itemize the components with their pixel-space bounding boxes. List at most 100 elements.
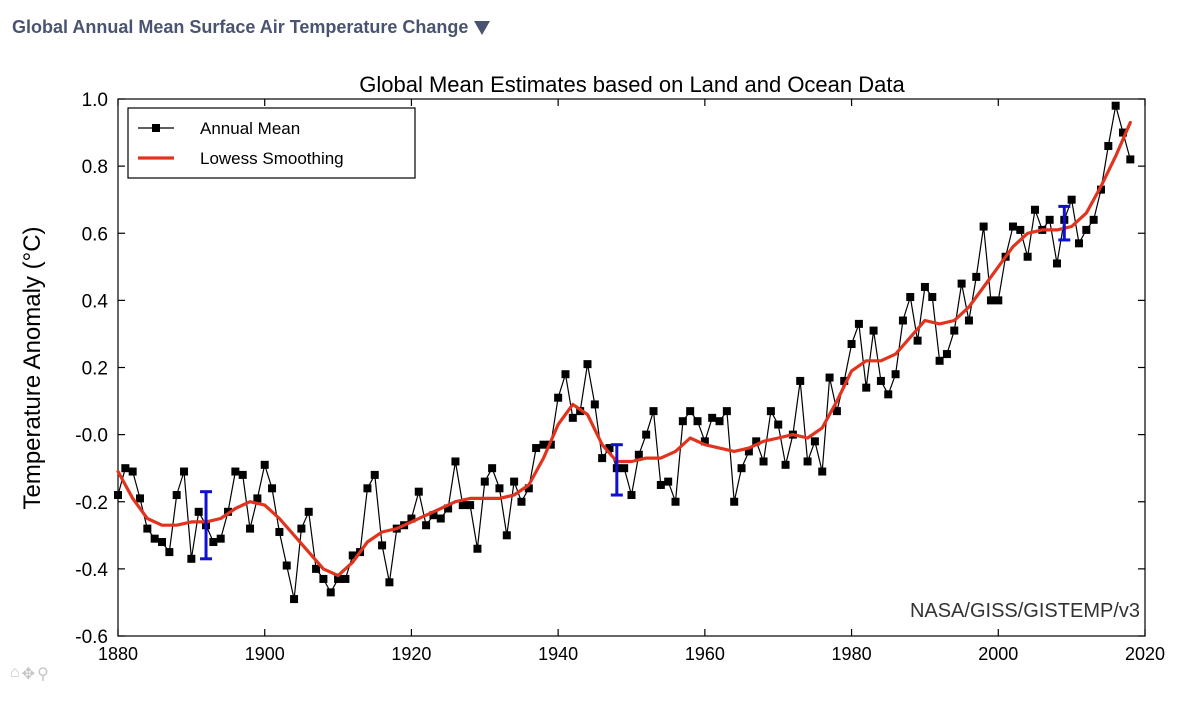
x-tick-label: 1880 xyxy=(98,644,138,664)
annual-mean-point xyxy=(1052,259,1061,268)
dropdown-triangle-icon[interactable] xyxy=(474,20,491,35)
annual-mean-point xyxy=(590,400,599,409)
annual-mean-point xyxy=(1030,205,1039,214)
pan-icon[interactable]: ✥ xyxy=(21,666,36,683)
annual-mean-point xyxy=(532,444,541,453)
annual-mean-point xyxy=(656,480,665,489)
legend-annual-label: Annual Mean xyxy=(200,119,300,138)
annual-mean-point xyxy=(730,497,739,506)
annual-mean-point xyxy=(378,541,387,550)
legend: Annual Mean Lowess Smoothing xyxy=(127,107,416,179)
annual-mean-point xyxy=(246,524,255,533)
plot-frame xyxy=(117,98,1146,637)
annual-mean-point xyxy=(444,504,453,513)
y-tick-label: 0.2 xyxy=(82,359,108,380)
annual-mean-point xyxy=(898,316,907,325)
annual-mean-point xyxy=(598,454,607,463)
annual-mean-line xyxy=(117,105,1131,600)
annual-mean-point xyxy=(832,407,841,416)
annual-mean-point xyxy=(121,464,130,473)
annual-mean-point xyxy=(539,440,548,449)
annual-mean-point xyxy=(876,376,885,385)
annual-mean-point xyxy=(1089,215,1098,224)
annual-mean-point xyxy=(979,222,988,231)
annual-mean-point xyxy=(194,507,203,516)
annual-mean-point xyxy=(370,470,379,479)
x-tick-label: 1920 xyxy=(391,644,431,664)
annual-mean-point xyxy=(781,460,790,469)
x-tick-label: 2000 xyxy=(978,644,1018,664)
home-icon[interactable]: ⌂ xyxy=(10,664,20,681)
legend-annual-marker xyxy=(152,124,160,132)
annual-mean-point xyxy=(238,470,247,479)
annual-mean-point xyxy=(488,464,497,473)
source-annotation: NASA/GISS/GISTEMP/v3 xyxy=(910,600,1140,622)
annual-mean-point xyxy=(334,574,343,583)
annual-mean-point xyxy=(810,437,819,446)
annual-mean-point xyxy=(282,561,291,570)
annual-mean-point xyxy=(1023,252,1032,261)
annual-mean-point xyxy=(143,524,152,533)
annual-mean-point xyxy=(686,407,695,416)
y-tick-label: 0.6 xyxy=(82,224,108,245)
annual-mean-point xyxy=(363,484,372,493)
annual-mean-point xyxy=(436,514,445,523)
x-tick-label: 2020 xyxy=(1125,644,1165,664)
annual-mean-point xyxy=(1104,141,1113,150)
error-bar xyxy=(610,443,623,497)
annual-mean-point xyxy=(825,373,834,382)
annual-mean-point xyxy=(517,497,526,506)
annual-mean-point xyxy=(964,316,973,325)
annual-mean-point xyxy=(348,551,357,560)
chart-selector[interactable]: Global Annual Mean Surface Air Temperatu… xyxy=(12,17,491,38)
annual-mean-point xyxy=(458,501,467,510)
annual-mean-point xyxy=(884,390,893,399)
annual-mean-point xyxy=(986,296,995,305)
y-tick-label: 0.8 xyxy=(82,157,108,178)
annual-mean-point xyxy=(1082,225,1091,234)
plot-toolbar: ⌂ ✥ ⚲ xyxy=(10,664,49,684)
annual-mean-point xyxy=(1067,195,1076,204)
annual-mean-point xyxy=(803,457,812,466)
annual-mean-point xyxy=(957,279,966,288)
legend-box xyxy=(127,107,416,179)
annual-mean-point xyxy=(304,507,313,516)
annual-mean-point xyxy=(906,293,915,302)
zoom-icon[interactable]: ⚲ xyxy=(37,666,49,683)
x-tick-label: 1980 xyxy=(832,644,872,664)
annual-mean-point xyxy=(290,595,299,604)
axis-ticks: 1880 1900 1920 1940 1960 1980 2000 2020 -0.6 -0.4… xyxy=(75,90,1165,664)
annual-mean-point xyxy=(818,467,827,476)
x-tick-label: 1940 xyxy=(538,644,578,664)
annual-mean-point xyxy=(561,370,570,379)
annual-mean-point xyxy=(414,487,423,496)
annual-mean-point xyxy=(231,467,240,476)
annual-mean-point xyxy=(180,467,189,476)
annual-mean-point xyxy=(150,534,159,543)
y-tick-label: -0.2 xyxy=(75,493,108,514)
annual-mean-point xyxy=(480,477,489,486)
annual-mean-point xyxy=(128,467,137,476)
y-tick-label: -0.0 xyxy=(75,426,108,447)
annual-mean-point xyxy=(950,326,959,335)
annual-mean-point xyxy=(524,484,533,493)
annual-mean-point xyxy=(715,417,724,426)
annual-mean-point xyxy=(319,574,328,583)
annual-mean-point xyxy=(796,376,805,385)
annual-mean-point xyxy=(693,417,702,426)
legend-lowess-label: Lowess Smoothing xyxy=(200,149,344,168)
annual-mean-point xyxy=(114,491,122,500)
annual-mean-point xyxy=(158,538,167,547)
annual-mean-point xyxy=(260,460,269,469)
annual-mean-point xyxy=(620,464,629,473)
annual-mean-point xyxy=(451,457,460,466)
annual-mean-point xyxy=(854,319,863,328)
annual-mean-point xyxy=(1126,155,1135,164)
annual-mean-point xyxy=(1045,215,1054,224)
annual-mean-point xyxy=(275,527,284,536)
annual-mean-point xyxy=(994,296,1003,305)
annual-mean-point xyxy=(568,413,577,422)
annual-mean-point xyxy=(187,554,196,563)
chart-marks xyxy=(114,101,1135,604)
y-tick-label: 1.0 xyxy=(82,90,108,111)
